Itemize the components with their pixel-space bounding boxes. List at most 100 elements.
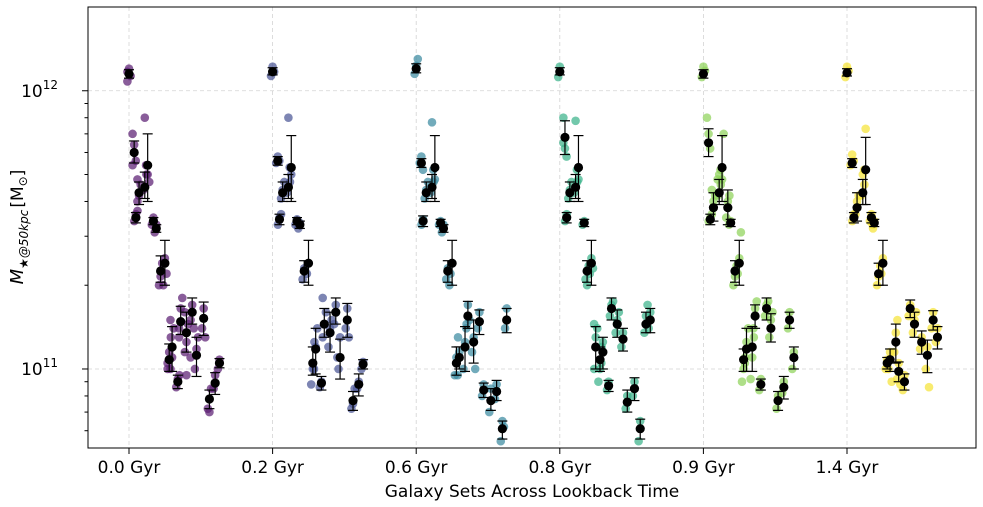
sample-point xyxy=(736,227,746,237)
median-point xyxy=(358,359,368,369)
median-point xyxy=(331,307,341,317)
sample-point xyxy=(611,328,620,338)
y-axis-label-symbol: M xyxy=(7,268,28,284)
sample-point xyxy=(128,129,137,139)
median-point xyxy=(438,223,449,234)
sample-point xyxy=(189,324,199,333)
median-point xyxy=(176,317,186,327)
sample-point xyxy=(197,324,207,333)
median-point xyxy=(747,342,757,352)
x-tick-label: 0.2 Gyr xyxy=(241,458,304,478)
median-point xyxy=(469,337,479,347)
sample-point xyxy=(128,160,137,170)
median-point xyxy=(573,162,584,173)
sample-point xyxy=(559,113,568,123)
median-point xyxy=(784,315,795,325)
x-tick-label: 0.9 Gyr xyxy=(672,458,735,478)
median-point xyxy=(155,266,166,276)
sample-point xyxy=(562,152,571,161)
y-axis-label: M★@50kpc [M⊙] xyxy=(7,170,31,285)
median-point xyxy=(899,377,910,387)
sample-point xyxy=(921,364,931,374)
median-point xyxy=(756,379,766,390)
median-point xyxy=(497,424,507,434)
sample-point xyxy=(140,113,150,123)
median-point xyxy=(187,307,197,317)
x-axis-label: Galaxy Sets Across Lookback Time xyxy=(385,482,679,502)
median-point xyxy=(734,258,744,268)
median-point xyxy=(852,203,862,213)
median-point xyxy=(421,188,431,198)
median-point xyxy=(486,395,496,406)
sample-point xyxy=(752,297,761,306)
median-point xyxy=(779,382,789,392)
median-point xyxy=(311,344,321,354)
median-point xyxy=(354,379,364,390)
x-tick-label: 0.6 Gyr xyxy=(385,458,448,478)
x-tick-label: 1.4 Gyr xyxy=(816,458,879,478)
median-point xyxy=(932,332,943,342)
median-point xyxy=(565,188,575,198)
median-point xyxy=(319,319,329,329)
median-point xyxy=(842,68,852,78)
median-point xyxy=(316,378,327,388)
median-point xyxy=(606,303,617,314)
median-point xyxy=(274,214,285,224)
median-point xyxy=(849,213,859,223)
median-point xyxy=(922,350,933,360)
median-point xyxy=(730,266,740,276)
sample-point xyxy=(893,315,902,325)
median-point xyxy=(474,317,484,327)
median-point xyxy=(492,386,502,397)
median-point xyxy=(204,394,215,404)
sample-point xyxy=(764,332,774,342)
median-point xyxy=(869,218,879,228)
median-point xyxy=(928,315,938,325)
median-point xyxy=(873,269,884,279)
sample-point xyxy=(190,364,200,374)
median-point xyxy=(894,366,904,377)
median-point xyxy=(447,258,457,268)
median-point xyxy=(342,315,352,325)
y-axis-label-subscript: ★@50kpc xyxy=(17,209,31,269)
y-axis-label-unit: [M xyxy=(8,186,28,207)
sample-point xyxy=(200,332,210,342)
median-point xyxy=(586,258,596,268)
median-point xyxy=(891,337,901,347)
median-point xyxy=(612,319,622,329)
sample-point xyxy=(166,315,175,325)
median-point xyxy=(917,337,927,347)
sample-point xyxy=(413,54,423,64)
points-layer xyxy=(123,54,942,446)
sample-point xyxy=(707,185,717,195)
ticks-layer: 0.0 Gyr 0.2 Gyr 0.6 Gyr 0.8 Gyr 0.9 Gyr 1.4 G… xyxy=(21,78,878,478)
median-point xyxy=(443,266,453,276)
median-point xyxy=(173,377,183,387)
median-point xyxy=(151,223,161,234)
median-point xyxy=(148,216,159,226)
median-point xyxy=(723,203,733,213)
median-point xyxy=(167,342,177,352)
median-point xyxy=(460,342,470,352)
sample-point xyxy=(205,407,214,417)
median-point xyxy=(635,424,645,434)
median-point xyxy=(698,69,709,79)
median-point xyxy=(160,258,170,268)
median-point xyxy=(214,358,225,368)
sample-point xyxy=(725,191,734,200)
sample-point xyxy=(594,377,603,387)
median-point xyxy=(278,188,288,198)
sample-point xyxy=(924,382,934,392)
median-point xyxy=(199,313,209,323)
median-point xyxy=(181,328,192,338)
median-point xyxy=(579,218,589,228)
sample-point xyxy=(334,364,343,374)
sample-point xyxy=(908,328,918,338)
median-point xyxy=(582,266,592,276)
sample-point xyxy=(427,118,437,127)
sample-point xyxy=(324,342,333,352)
median-point xyxy=(286,162,296,173)
sample-point xyxy=(702,113,712,123)
median-point xyxy=(411,64,421,74)
